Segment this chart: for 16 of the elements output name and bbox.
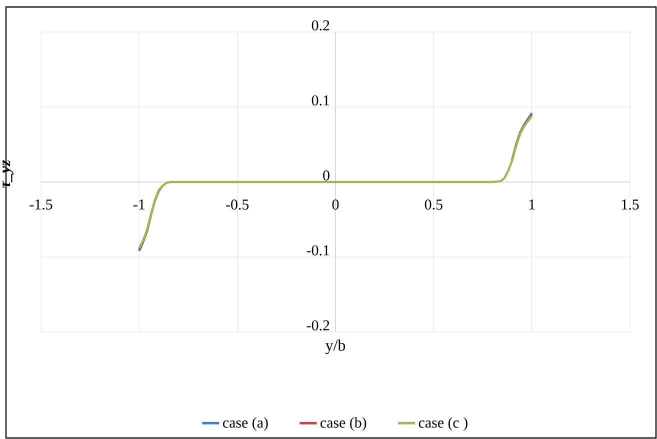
- x-tick-label: 0: [332, 200, 339, 210]
- legend-label: case (a): [222, 417, 268, 431]
- x-tick-label: 0.5: [424, 200, 442, 210]
- y-tick-label: -0.1: [306, 245, 330, 256]
- legend-label: case (b): [320, 417, 366, 431]
- x-tick-label: 1: [529, 200, 535, 210]
- y-tick-label: 0: [323, 170, 330, 180]
- x-tick-label: -1.5: [30, 200, 52, 210]
- y-tick-label: 0.1: [312, 95, 330, 106]
- y-tick-label: 0.2: [312, 20, 330, 30]
- x-tick-label: -1: [133, 200, 144, 210]
- x-tick-label: -0.5: [226, 200, 249, 210]
- legend-label: case (c ): [418, 417, 468, 431]
- x-tick-label: 1.5: [622, 200, 639, 210]
- y-tick-label: -0.2: [306, 320, 330, 330]
- x-axis-title: y/b: [326, 340, 346, 354]
